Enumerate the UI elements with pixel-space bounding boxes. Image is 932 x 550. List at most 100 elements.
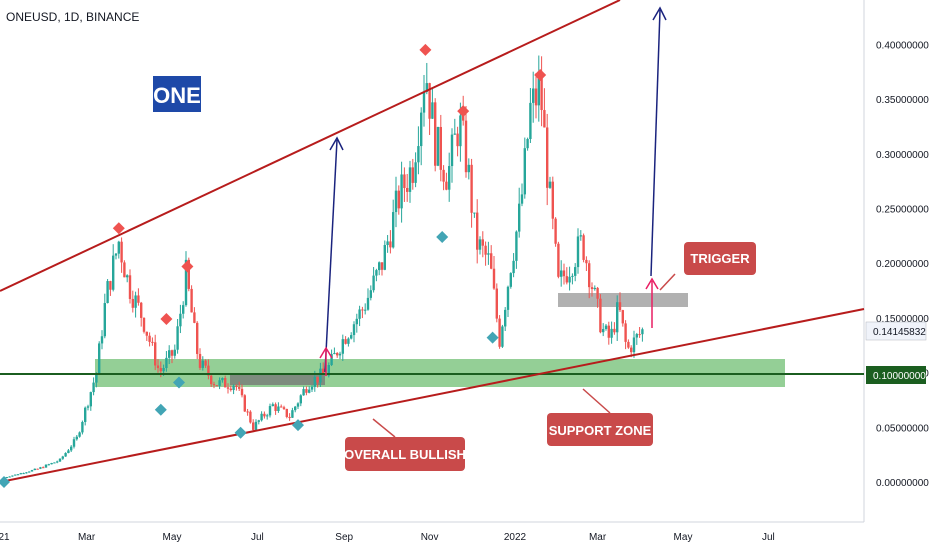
candle-body bbox=[14, 474, 17, 476]
candle-body bbox=[268, 406, 272, 416]
candle-body bbox=[243, 395, 246, 412]
candle-body bbox=[271, 404, 274, 407]
swing-marker bbox=[154, 403, 167, 416]
candle-body bbox=[123, 262, 126, 278]
candle-body bbox=[369, 290, 372, 298]
candle-body bbox=[291, 410, 294, 418]
candle-body bbox=[599, 298, 602, 333]
blue-arrow-1 bbox=[324, 136, 344, 373]
candle-body bbox=[456, 133, 459, 147]
candle-body bbox=[638, 334, 641, 336]
candle-body bbox=[142, 317, 146, 332]
candle-body bbox=[5, 477, 8, 479]
candle-body bbox=[280, 406, 283, 408]
candle-body bbox=[120, 241, 123, 263]
candle-body bbox=[520, 194, 524, 204]
candle-body bbox=[436, 126, 440, 166]
candle-body bbox=[70, 446, 73, 451]
candle-body bbox=[590, 287, 594, 290]
candle-body bbox=[627, 341, 630, 348]
support-zone-callout: SUPPORT ZONE bbox=[547, 388, 653, 446]
candle-body bbox=[532, 88, 535, 103]
overall-bullish-callout: OVERALL BULLISH bbox=[344, 418, 466, 471]
candle-body bbox=[246, 411, 249, 413]
candle-body bbox=[537, 77, 540, 106]
candle-body bbox=[616, 302, 619, 333]
candle-body bbox=[403, 174, 406, 189]
candlestick-series bbox=[2, 55, 644, 479]
candle-body bbox=[277, 406, 280, 411]
candle-body bbox=[212, 384, 216, 386]
candle-body bbox=[131, 298, 134, 308]
candle-body bbox=[218, 380, 221, 386]
candle-body bbox=[47, 464, 50, 466]
price-tick-label: 0.15000000 bbox=[876, 314, 929, 325]
candle-body bbox=[44, 464, 48, 468]
swing-marker bbox=[457, 105, 470, 118]
swing-marker bbox=[173, 376, 185, 389]
candle-body bbox=[294, 406, 297, 411]
current-price-badge: 0.14145832 bbox=[865, 321, 926, 341]
price-axis[interactable] bbox=[0, 0, 865, 523]
candle-body bbox=[198, 353, 202, 368]
candle-body bbox=[543, 110, 546, 128]
candle-body bbox=[95, 373, 98, 383]
candle-body bbox=[282, 407, 286, 409]
candle-body bbox=[333, 352, 336, 355]
candle-body bbox=[378, 262, 381, 271]
candle-body bbox=[338, 353, 342, 356]
candle-body bbox=[478, 239, 482, 250]
candle-body bbox=[154, 342, 157, 366]
swing-marker bbox=[181, 260, 194, 273]
candle-body bbox=[137, 295, 140, 303]
candle-body bbox=[540, 77, 543, 111]
candle-body bbox=[526, 138, 529, 149]
candle-body bbox=[252, 422, 255, 430]
candle-body bbox=[607, 325, 610, 338]
pink-arrow-1 bbox=[319, 346, 333, 376]
candle-body bbox=[408, 167, 412, 192]
candle-body bbox=[352, 324, 356, 336]
trigger-label: TRIGGER bbox=[690, 251, 750, 266]
candle-body bbox=[394, 190, 398, 213]
candle-body bbox=[389, 241, 392, 248]
time-tick-label: Nov bbox=[421, 532, 439, 543]
candle-body bbox=[81, 421, 84, 433]
candle-body bbox=[473, 212, 476, 214]
candle-body bbox=[25, 472, 28, 474]
candle-body bbox=[240, 388, 244, 396]
candle-body bbox=[232, 385, 235, 391]
candle-body bbox=[448, 166, 451, 190]
candle-body bbox=[224, 378, 227, 388]
candle-body bbox=[425, 83, 428, 92]
candle-body bbox=[207, 365, 210, 376]
candle-body bbox=[576, 236, 580, 268]
candle-body bbox=[33, 468, 36, 471]
swing-marker bbox=[160, 312, 173, 325]
swing-marker bbox=[436, 230, 449, 243]
candle-body bbox=[302, 389, 305, 396]
candle-body bbox=[173, 349, 176, 356]
candle-body bbox=[22, 473, 25, 475]
support-zone-label: SUPPORT ZONE bbox=[549, 423, 652, 438]
candle-body bbox=[308, 389, 311, 393]
candle-body bbox=[112, 255, 115, 290]
candle-body bbox=[98, 343, 101, 374]
candle-body bbox=[512, 260, 515, 274]
candle-body bbox=[226, 387, 230, 389]
time-axis-labels: 21 Mar May Jul Sep Nov 2022 Mar May Jul bbox=[0, 532, 775, 543]
candle-body bbox=[431, 102, 434, 119]
time-tick-label: Jul bbox=[762, 532, 775, 543]
candle-body bbox=[238, 387, 241, 389]
time-tick-label: May bbox=[674, 532, 693, 543]
candle-body bbox=[604, 325, 608, 329]
candle-body bbox=[16, 474, 20, 476]
candle-body bbox=[529, 102, 532, 139]
candle-body bbox=[585, 259, 588, 264]
logo-text: ONE bbox=[153, 83, 201, 108]
candle-body bbox=[58, 458, 62, 462]
candle-body bbox=[310, 386, 314, 390]
candle-body bbox=[462, 115, 465, 121]
candle-body bbox=[11, 475, 14, 477]
